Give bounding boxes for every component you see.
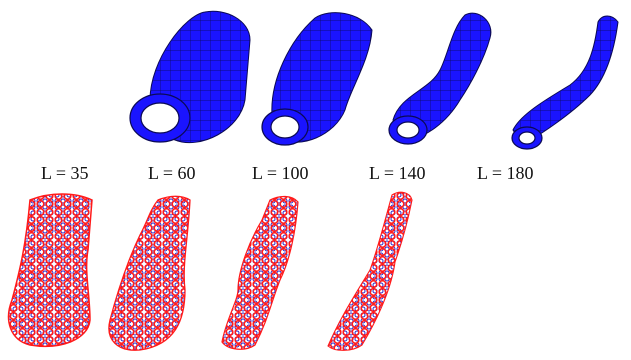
tube-l60 [261, 12, 373, 146]
tube-l35 [129, 10, 251, 144]
label-l60: L = 60 [148, 163, 196, 183]
tube-l100 [388, 12, 492, 145]
cage-l60 [108, 195, 191, 351]
cage-l100 [221, 195, 299, 350]
label-l100: L = 100 [252, 163, 309, 183]
cage-l140 [327, 191, 413, 351]
tube-l180 [511, 15, 619, 150]
label-l35: L = 35 [41, 163, 89, 183]
cage-l35 [7, 193, 93, 347]
label-l180: L = 180 [477, 163, 534, 183]
label-l140: L = 140 [369, 163, 426, 183]
